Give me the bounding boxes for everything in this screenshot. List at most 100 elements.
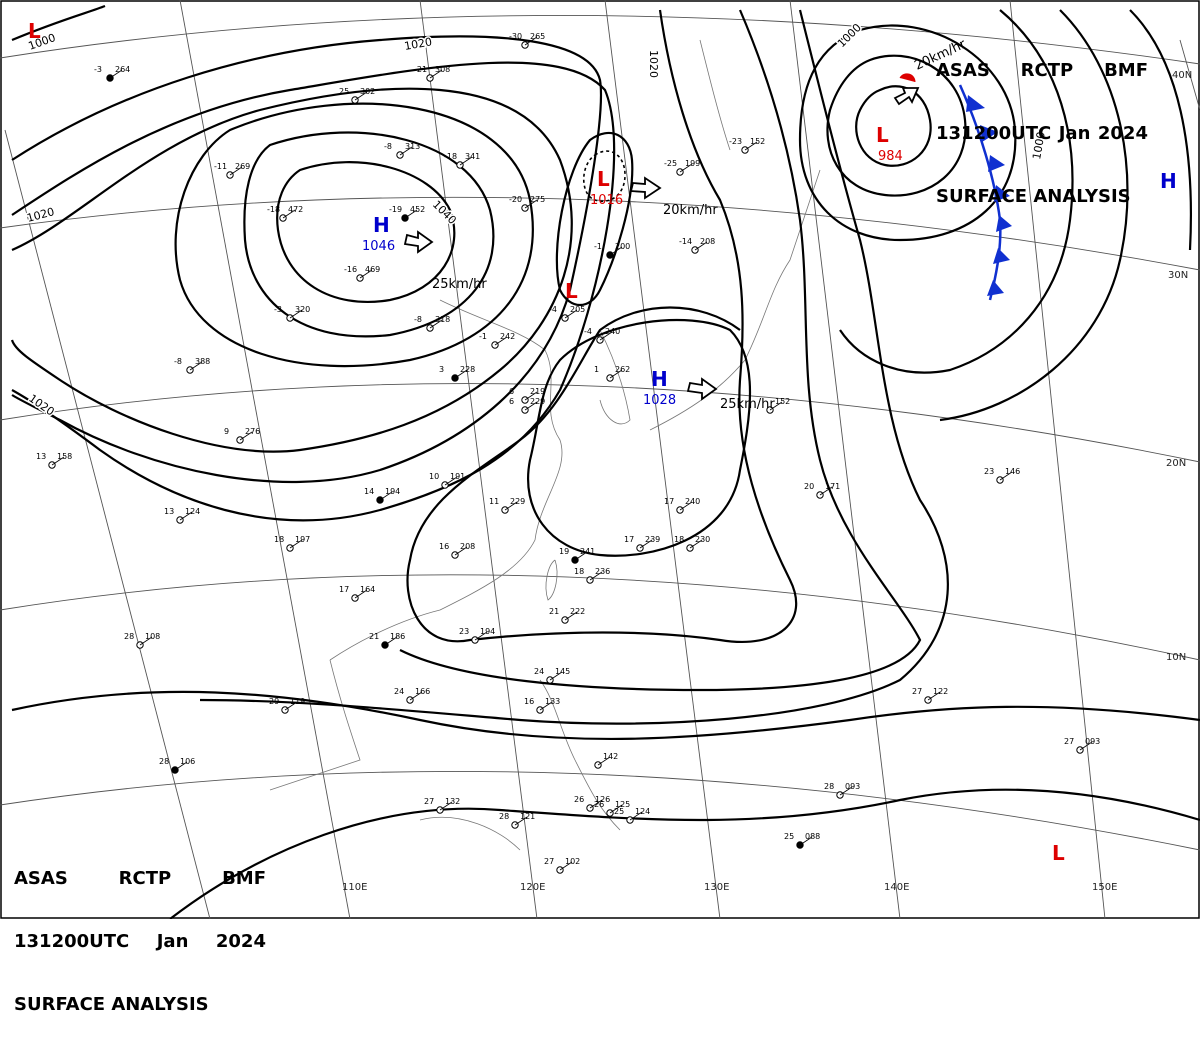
- coast-china: [329, 299, 563, 661]
- wind-barb: [459, 156, 473, 166]
- wind-barb: [239, 431, 253, 441]
- wind-barb: [189, 361, 203, 371]
- wind-barb: [354, 589, 368, 599]
- station-temperature: -16: [344, 265, 357, 274]
- station-pressure: 124: [185, 507, 200, 516]
- lat-label: 40N: [1172, 70, 1192, 81]
- station-pressure: 452: [410, 205, 425, 214]
- station-plot: 17 239: [624, 535, 660, 552]
- station-plot: -25 199: [664, 159, 700, 176]
- wind-barb: [229, 166, 243, 176]
- station-temperature: -1: [594, 242, 602, 251]
- station-pressure: 341: [465, 152, 480, 161]
- station-pressure: 121: [520, 812, 535, 821]
- wind-barb: [174, 761, 188, 771]
- station-pressure: 208: [460, 542, 475, 551]
- station-plot: 27 102: [544, 857, 580, 874]
- station-temperature: 25: [614, 807, 624, 816]
- front-barb: [980, 125, 998, 142]
- front-barb: [966, 95, 985, 112]
- lon-line-150e: [1009, 0, 1106, 920]
- station-temperature: 17: [664, 497, 674, 506]
- station-pressure: 262: [615, 365, 630, 374]
- lon-label: 120E: [520, 882, 545, 893]
- station-pressure: 242: [500, 332, 515, 341]
- station-pressure: 146: [1005, 467, 1020, 476]
- wind-barb: [589, 799, 603, 809]
- wind-barb: [744, 141, 758, 151]
- station-plot: 19 241: [559, 547, 595, 564]
- lon-line-100e: [4, 129, 211, 920]
- station-temperature: 28: [499, 812, 509, 821]
- station-plot: 25 088: [784, 832, 820, 849]
- isobars: [10, 4, 1200, 920]
- station-pressure: 318: [435, 315, 450, 324]
- wind-barb: [1079, 741, 1093, 751]
- station-pressure: 152: [750, 137, 765, 146]
- station-pressure: 219: [530, 387, 545, 396]
- station-plot: -4 240: [584, 327, 620, 344]
- wind-barb: [404, 209, 418, 219]
- arrow-high-1028: [686, 377, 718, 401]
- station-temperature: 25: [339, 87, 349, 96]
- station-temperature: -1: [479, 332, 487, 341]
- station-pressure: 152: [775, 397, 790, 406]
- low-pressure-center: L: [1052, 841, 1065, 865]
- station-plot: -3 320: [274, 305, 310, 322]
- station-temperature: 16: [439, 542, 449, 551]
- low-pressure-center: L: [28, 19, 41, 43]
- station-plot: 25 124: [614, 807, 650, 824]
- station-temperature: 21: [369, 632, 379, 641]
- wind-barb: [769, 401, 783, 411]
- station-temperature: -8: [174, 357, 182, 366]
- isobar-1000-nw: [11, 4, 106, 42]
- station-plot: 29 119: [269, 697, 305, 714]
- wind-barb: [609, 804, 623, 814]
- lat-line-30n: [0, 196, 1200, 271]
- station-plot: 25 302: [339, 87, 375, 104]
- arrow-low-1016: [629, 176, 662, 200]
- motion-arrows: [403, 87, 920, 401]
- station-plot: -23 152: [729, 137, 765, 154]
- isobar-east-outer-2: [939, 9, 1129, 422]
- station-plot: -1 200: [594, 242, 630, 259]
- station-pressure: 205: [570, 305, 585, 314]
- station-temperature: 23: [459, 627, 469, 636]
- station-pressure: 124: [635, 807, 650, 816]
- station-plot: -19 452: [389, 205, 425, 222]
- station-plot: 23 194: [459, 627, 495, 644]
- graticule-labels: 110E 120E 130E 140E 150E 40N 30N 20N 10N: [342, 70, 1192, 893]
- station-pressure: 142: [603, 752, 618, 761]
- lon-line-160e: [1179, 39, 1200, 111]
- station-temperature: -25: [664, 159, 677, 168]
- wind-barb: [524, 401, 538, 411]
- station-plot: 17 164: [339, 585, 375, 602]
- station-pressure: 200: [615, 242, 630, 251]
- station-plot: 18 230: [674, 535, 710, 552]
- wind-barb: [549, 671, 563, 681]
- station-temperature: -18: [267, 205, 280, 214]
- station-pressure: 320: [295, 305, 310, 314]
- footer-agency: ASAS: [14, 868, 68, 889]
- wind-barb: [429, 69, 443, 79]
- station-plot: -18 341: [444, 152, 480, 169]
- station-plot: -8 318: [414, 315, 450, 332]
- isobar-col: [406, 9, 798, 643]
- wind-barb: [819, 486, 833, 496]
- station-temperature: 6: [509, 397, 514, 406]
- low-pressure-center: L 1016 20km/hr: [590, 167, 718, 218]
- wind-barb: [679, 501, 693, 511]
- isobar-high-4: [10, 87, 573, 453]
- station-plot: 152: [766, 397, 790, 414]
- station-plot: 9 276: [224, 427, 260, 444]
- station-temperature: 10: [429, 472, 439, 481]
- station-temperature: -23: [729, 137, 742, 146]
- system-motion-speed: 20km/hr: [663, 203, 718, 218]
- wind-barb: [524, 36, 538, 46]
- wind-barb: [284, 701, 298, 711]
- coast-sakhalin: [699, 39, 731, 151]
- station-pressure: 236: [595, 567, 610, 576]
- station-temperature: -4: [549, 305, 557, 314]
